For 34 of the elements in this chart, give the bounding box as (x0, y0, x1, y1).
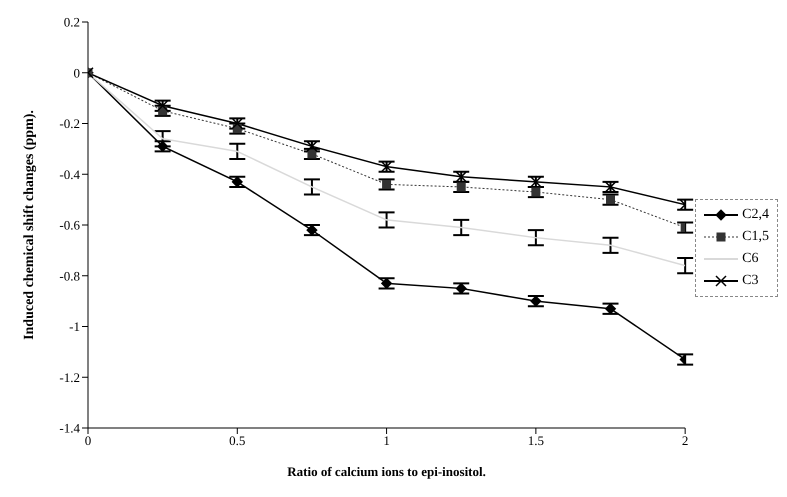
point (157, 140, 168, 152)
x-tick-label: 1.5 (528, 433, 544, 448)
legend-label: C2,4 (742, 207, 769, 223)
point (605, 303, 616, 314)
y-tick-label: 0.2 (64, 14, 80, 30)
point (306, 140, 318, 152)
x-tick-label: 0 (84, 433, 92, 448)
point (456, 182, 466, 192)
point (606, 195, 616, 204)
y-tick-label: 0 (74, 65, 80, 80)
point (307, 149, 316, 158)
point (381, 278, 392, 289)
y-tick-label: -0.2 (59, 116, 80, 132)
y-tick-label: -1.2 (59, 370, 80, 385)
point (531, 188, 540, 197)
x-tick-label: 2 (682, 433, 688, 448)
y-tick-label: -1 (69, 319, 80, 334)
x-tick-label: 1 (383, 433, 390, 448)
y-tick-label: -0.4 (59, 166, 80, 182)
point (456, 282, 467, 294)
point (232, 118, 244, 130)
point (530, 296, 542, 307)
x-axis-title: Ratio of calcium ions to epi-inositol. (287, 464, 486, 479)
x-tick-label: 0.5 (229, 433, 246, 448)
y-tick-label: -0.8 (59, 268, 80, 284)
point (306, 224, 318, 236)
point (382, 180, 392, 189)
legend-label: C6 (742, 251, 758, 267)
legend-label: C3 (742, 273, 758, 289)
y-axis-title: Induced chemical shift changes (ppm). (22, 110, 37, 340)
point (232, 176, 243, 188)
y-tick-label: -0.6 (59, 218, 80, 233)
y-tick-label: -1.4 (59, 420, 80, 436)
legend-label: C1,5 (742, 229, 769, 245)
